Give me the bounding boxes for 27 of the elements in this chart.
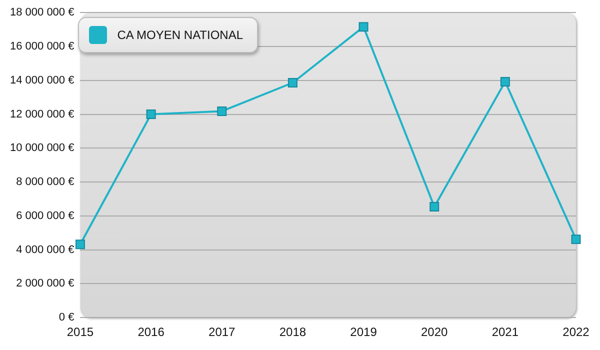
x-tick-label: 2020 <box>421 325 448 340</box>
point <box>500 76 510 86</box>
point <box>75 240 85 250</box>
x-tick-label: 2015 <box>66 325 94 340</box>
point <box>217 106 227 116</box>
y-tick-label: 10 000 000 € <box>10 142 74 154</box>
x-tick-label: 2016 <box>138 325 165 340</box>
x-tick-label: 2018 <box>279 325 306 340</box>
legend-label: CA MOYEN NATIONAL <box>117 28 244 42</box>
x-tick-label: 2021 <box>492 325 519 340</box>
y-tick-label: 2 000 000 € <box>16 278 74 290</box>
y-tick-label: 18 000 000 € <box>10 6 74 19</box>
point <box>146 110 156 120</box>
point <box>288 78 298 88</box>
y-tick-label: 6 000 000 € <box>16 210 74 222</box>
point <box>571 234 581 244</box>
y-tick-label: 0 € <box>58 312 74 324</box>
y-tick-label: 8 000 000 € <box>16 176 74 188</box>
x-tick-label: 2019 <box>350 325 378 340</box>
y-tick-label: 12 000 000 € <box>10 108 74 120</box>
x-tick-label: 2022 <box>562 325 590 340</box>
y-tick-label: 14 000 000 € <box>10 74 74 86</box>
y-tick-label: 16 000 000 € <box>10 40 74 53</box>
point <box>430 202 440 212</box>
x-tick-label: 2017 <box>208 325 236 340</box>
point <box>358 22 368 32</box>
y-tick-label: 4 000 000 € <box>16 244 74 256</box>
